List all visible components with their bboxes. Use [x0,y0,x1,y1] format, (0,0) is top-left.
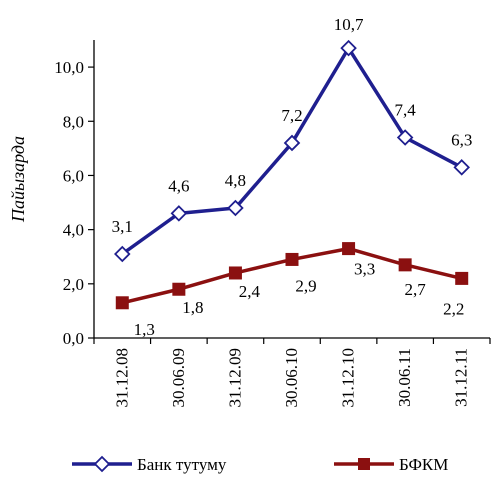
data-point-marker [285,252,299,266]
y-axis-ticks: 0,0 2,0 4,0 6,0 8,0 10,0 [54,58,94,348]
y-tick-label: 10,0 [54,58,84,77]
data-point-marker [342,242,356,256]
y-tick-label: 2,0 [63,275,84,294]
series-bfkm [115,242,469,310]
x-tick-label: 30.06.10 [282,348,301,408]
data-point-marker [455,271,469,285]
legend-item: Банк тутуму [72,455,227,474]
x-tick-label: 30.06.09 [169,348,188,408]
data-label: 4,6 [168,176,189,195]
data-point-marker [453,159,470,176]
y-tick-label: 6,0 [63,166,84,185]
data-point-marker [396,129,414,146]
data-label: 4,8 [225,171,246,190]
x-axis-ticks: 31.12.08 30.06.09 31.12.09 30.06.10 31.12.10… [93,338,491,408]
data-label: 2,2 [443,299,464,318]
y-tick-label: 4,0 [63,221,84,240]
x-tick-label: 31.12.10 [339,348,358,408]
legend-item: БФКМ [334,455,448,474]
data-label: 1,3 [134,320,155,339]
legend-label: БФКМ [399,455,448,474]
y-tick-label: 0,0 [63,329,84,348]
data-point-marker [114,245,131,263]
data-label: 3,1 [112,217,133,236]
data-label: 2,7 [405,280,427,299]
data-point-marker [170,205,188,222]
x-tick-label: 30.06.11 [395,348,414,407]
x-tick-label: 31.12.09 [225,348,244,408]
x-tick-label: 31.12.11 [452,348,471,407]
data-point-marker [227,199,244,217]
data-point-marker [228,266,242,280]
data-point-marker [115,296,129,310]
data-label: 10,7 [334,15,364,34]
axes [93,40,490,339]
data-labels: 3,1 4,6 4,8 7,2 10,7 7,4 6,3 1,3 1,8 2,4 2,9 3,3 2,7… [112,15,473,339]
data-label: 2,4 [239,282,261,301]
data-label: 1,8 [182,298,203,317]
x-tick-label: 31.12.08 [112,348,131,408]
data-point-marker [340,39,357,57]
y-tick-label: 8,0 [63,112,84,131]
legend-marker [358,458,370,470]
legend: Банк тутуму БФКМ [72,455,448,474]
data-label: 6,3 [451,130,472,149]
data-point-marker [283,134,301,152]
data-point-marker [172,282,186,296]
data-label: 3,3 [354,260,375,279]
data-label: 7,4 [395,101,417,120]
legend-label: Банк тутуму [137,455,227,474]
legend-marker [93,455,111,473]
y-axis-title: Пайызарда [8,136,28,223]
data-point-marker [398,258,412,272]
data-label: 2,9 [295,276,316,295]
series-lines [114,39,470,310]
data-label: 7,2 [281,106,302,125]
series-bank-system [114,39,470,263]
